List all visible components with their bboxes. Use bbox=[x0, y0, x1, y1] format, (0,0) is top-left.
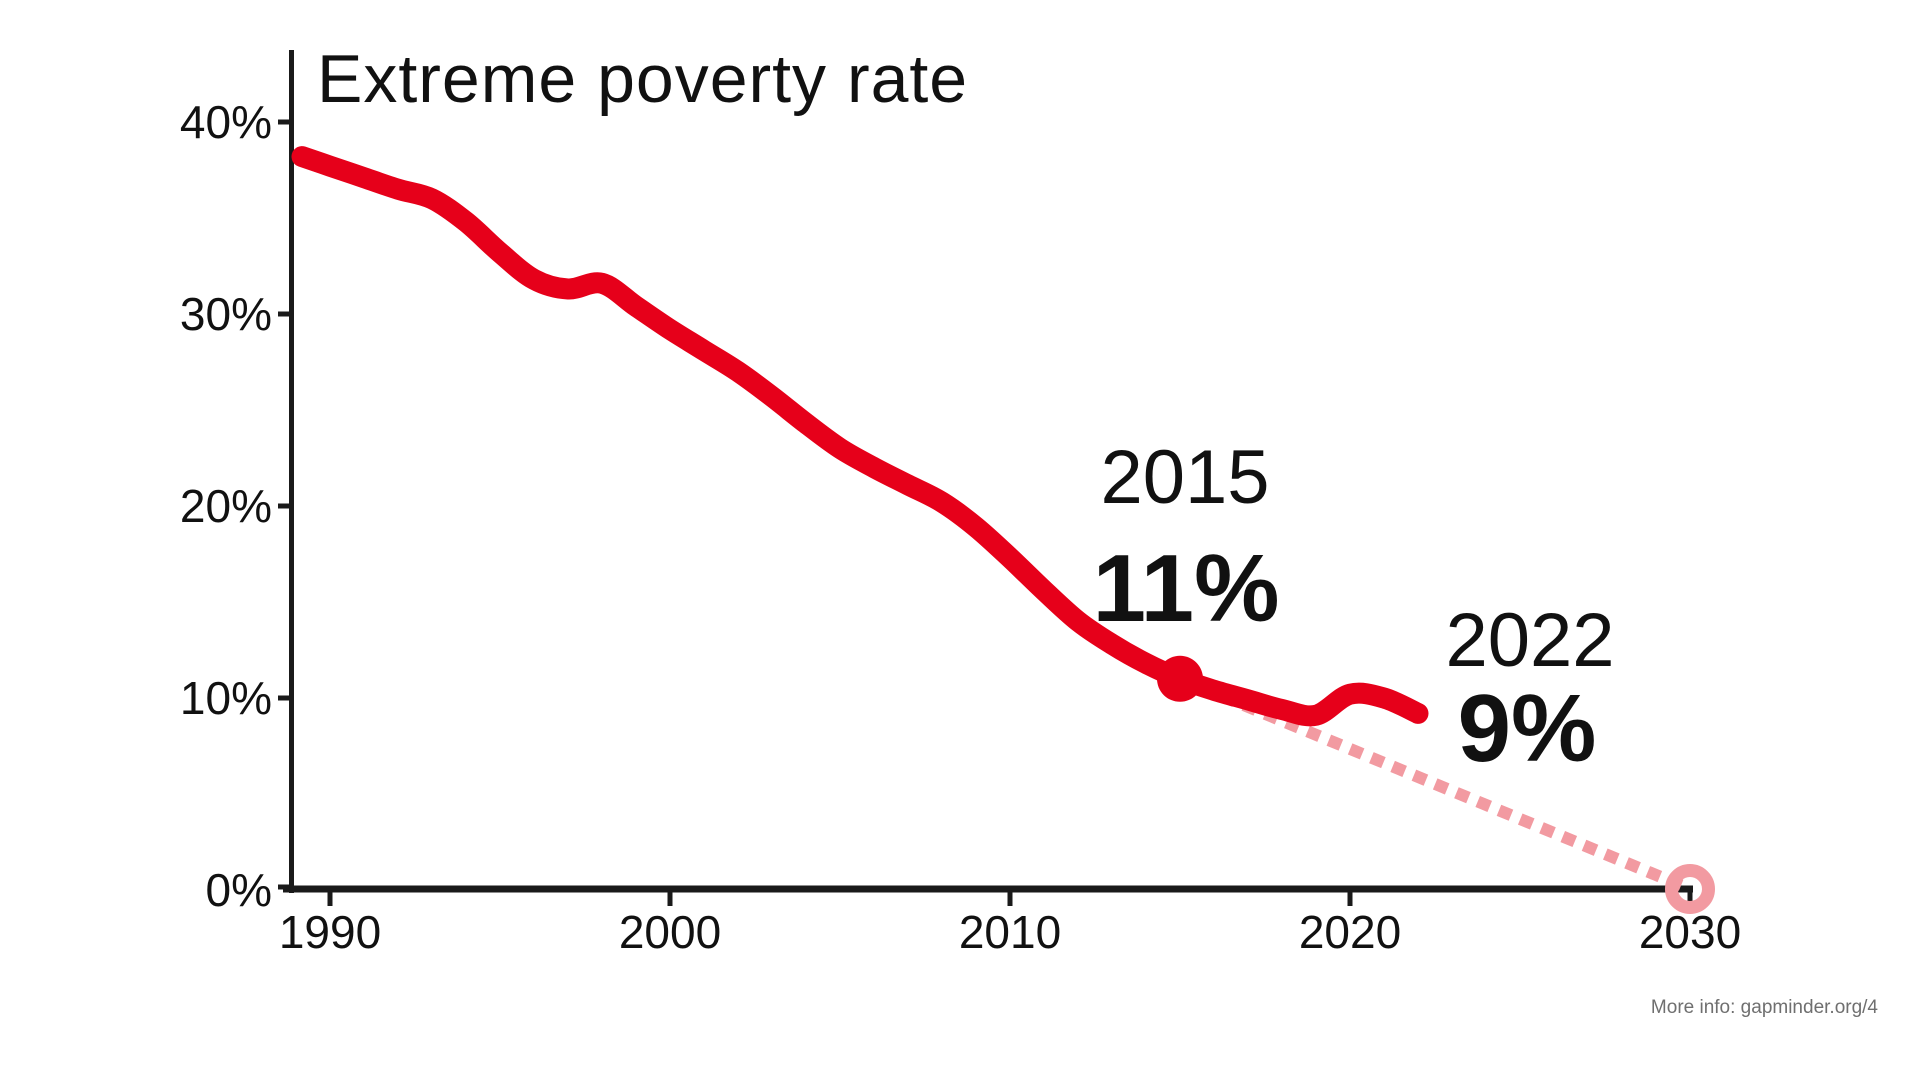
y-tick-label-0: 0% bbox=[206, 864, 272, 916]
x-tick-label-2030: 2030 bbox=[1639, 906, 1741, 958]
x-axis-labels: 1990 2000 2010 2020 2030 bbox=[279, 906, 1741, 958]
chart-title: Extreme poverty rate bbox=[317, 41, 968, 117]
annotation-2022-year: 2022 bbox=[1445, 598, 1614, 683]
y-tick-marks bbox=[278, 119, 292, 890]
y-tick-label-20: 20% bbox=[180, 480, 272, 532]
annotation-2015: 2015 11% bbox=[1093, 435, 1280, 642]
annotation-2022: 2022 9% bbox=[1445, 598, 1614, 782]
y-tick-label-40: 40% bbox=[180, 96, 272, 148]
marker-2030-open-circle bbox=[1665, 864, 1715, 914]
poverty-rate-line bbox=[291, 146, 1429, 727]
x-tick-label-2000: 2000 bbox=[619, 906, 721, 958]
annotation-2022-value: 9% bbox=[1458, 675, 1597, 782]
annotation-2015-year: 2015 bbox=[1100, 435, 1269, 520]
footer-more-info: More info: gapminder.org/4 bbox=[1651, 997, 1879, 1018]
y-axis-labels: 40% 30% 20% 10% 0% bbox=[180, 96, 272, 916]
x-tick-label-2020: 2020 bbox=[1299, 906, 1401, 958]
y-tick-label-10: 10% bbox=[180, 672, 272, 724]
annotation-2015-value: 11% bbox=[1093, 535, 1280, 642]
x-tick-label-2010: 2010 bbox=[959, 906, 1061, 958]
y-tick-label-30: 30% bbox=[180, 288, 272, 340]
x-tick-label-1990: 1990 bbox=[279, 906, 381, 958]
marker-2015-dot bbox=[1157, 655, 1203, 702]
